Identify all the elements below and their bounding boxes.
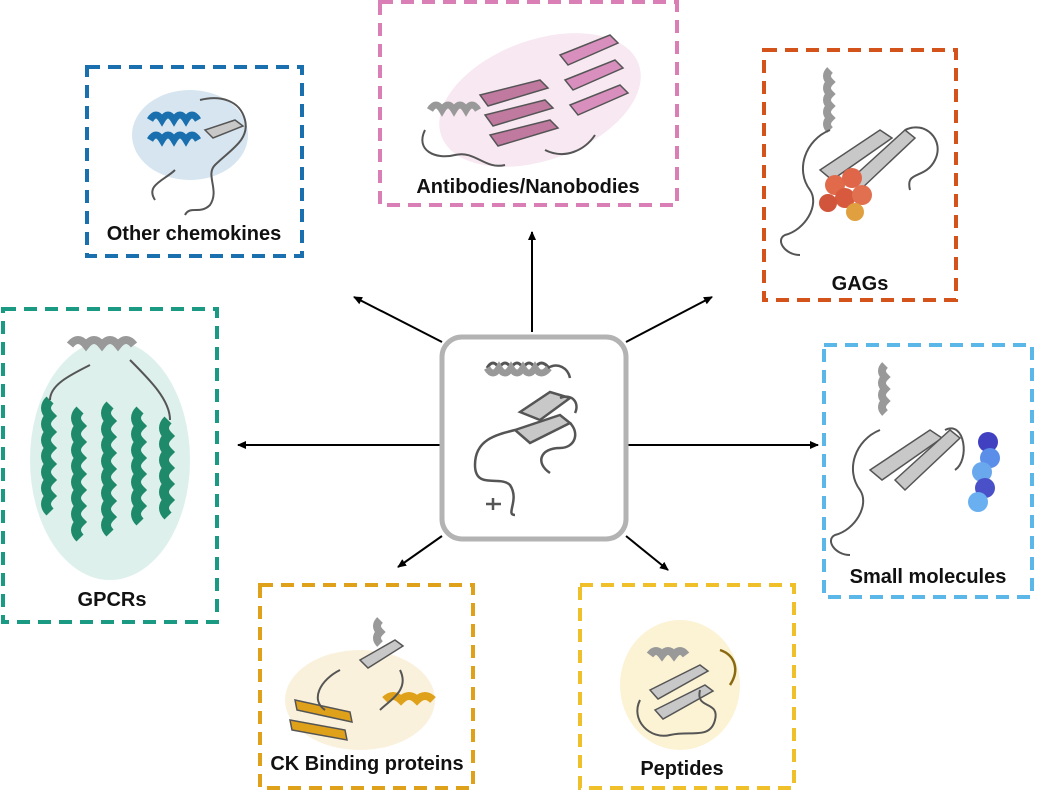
ck-binding-label: CK Binding proteins <box>270 753 463 775</box>
small-molecules-structure <box>830 362 1000 556</box>
ck-binding-structure <box>285 617 436 750</box>
node-small-molecules: Small molecules <box>822 343 1034 599</box>
node-ck-binding: CK Binding proteins <box>258 583 475 790</box>
other-chemokines-label: Other chemokines <box>107 223 282 245</box>
peptides-box <box>578 583 796 790</box>
antibodies-label: Antibodies/Nanobodies <box>416 176 639 198</box>
arrow-to-peptides <box>625 535 669 571</box>
node-gags: GAGs <box>762 48 958 302</box>
gags-label: GAGs <box>832 273 889 295</box>
center-chemokine-structure <box>473 361 578 517</box>
node-antibodies: Antibodies/Nanobodies <box>378 0 679 207</box>
other-chemokines-box <box>85 65 304 258</box>
node-peptides: Peptides <box>578 583 796 790</box>
peptides-label: Peptides <box>640 758 723 780</box>
arrow-to-other-chemokines <box>353 296 443 343</box>
node-other-chemokines: Other chemokines <box>85 65 304 258</box>
antibodies-structure <box>421 33 641 167</box>
node-gpcrs: GPCRs <box>1 307 219 624</box>
antibodies-box <box>378 0 679 207</box>
arrows <box>237 231 819 571</box>
gpcrs-label: GPCRs <box>78 589 147 611</box>
gags-box <box>762 48 958 302</box>
gags-structure <box>780 67 939 256</box>
small-molecules-label: Small molecules <box>850 566 1007 588</box>
small-molecules-box <box>822 343 1034 599</box>
center-node <box>439 334 629 542</box>
peptides-structure <box>620 620 740 750</box>
gpcrs-structure <box>30 336 190 580</box>
other-chemokines-structure <box>132 90 248 216</box>
arrow-to-ck-binding <box>397 535 443 568</box>
gpcrs-box <box>1 307 219 624</box>
arrow-to-gags <box>625 296 713 343</box>
ck-binding-box <box>258 583 475 790</box>
